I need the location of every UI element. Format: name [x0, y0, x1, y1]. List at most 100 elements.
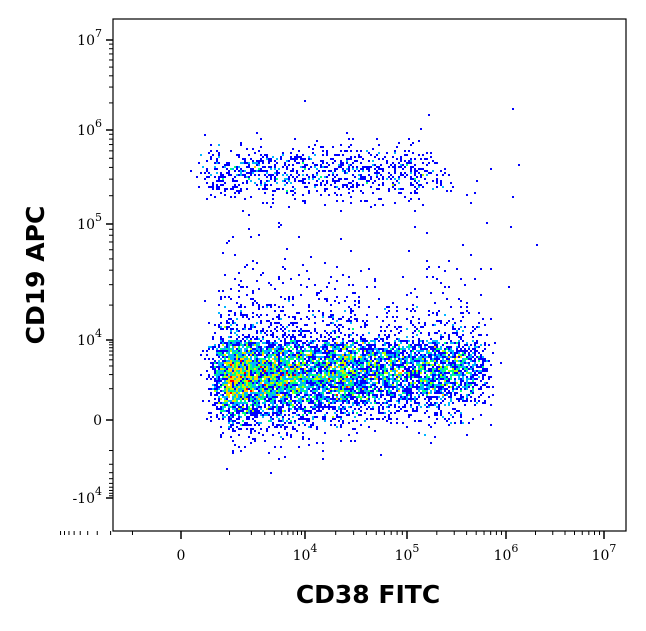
- event-point: [238, 408, 240, 410]
- event-point: [332, 406, 334, 408]
- event-point: [326, 366, 328, 368]
- event-point: [288, 342, 290, 344]
- event-point: [234, 192, 236, 194]
- event-point: [360, 398, 362, 400]
- event-point: [268, 174, 270, 176]
- event-point: [420, 158, 422, 160]
- event-point: [366, 388, 368, 390]
- event-point: [216, 354, 218, 356]
- event-point: [322, 398, 324, 400]
- event-point: [258, 188, 260, 190]
- event-point: [280, 386, 282, 388]
- event-point: [284, 364, 286, 366]
- event-point: [350, 440, 352, 442]
- event-point: [448, 320, 450, 322]
- event-point: [248, 388, 250, 390]
- event-point: [232, 186, 234, 188]
- event-point: [408, 162, 410, 164]
- event-point: [330, 402, 332, 404]
- event-point: [302, 396, 304, 398]
- event-point: [364, 374, 366, 376]
- event-point: [426, 350, 428, 352]
- event-point: [246, 402, 248, 404]
- event-point: [286, 396, 288, 398]
- event-point: [244, 348, 246, 350]
- event-point: [430, 152, 432, 154]
- event-point: [316, 396, 318, 398]
- event-point: [244, 170, 246, 172]
- event-point: [386, 402, 388, 404]
- event-point: [424, 380, 426, 382]
- event-point: [262, 330, 264, 332]
- event-point: [230, 406, 232, 408]
- event-point: [250, 346, 252, 348]
- event-point: [200, 172, 202, 174]
- event-point: [264, 188, 266, 190]
- event-point: [334, 370, 336, 372]
- event-point: [266, 388, 268, 390]
- event-point: [354, 304, 356, 306]
- event-point: [442, 400, 444, 402]
- event-point: [416, 392, 418, 394]
- event-point: [380, 394, 382, 396]
- event-point: [284, 384, 286, 386]
- event-point: [404, 376, 406, 378]
- event-point: [380, 352, 382, 354]
- event-point: [410, 414, 412, 416]
- event-point: [426, 410, 428, 412]
- event-point: [260, 390, 262, 392]
- event-point: [228, 322, 230, 324]
- event-point: [414, 192, 416, 194]
- event-point: [390, 364, 392, 366]
- event-point: [236, 318, 238, 320]
- event-point: [432, 324, 434, 326]
- event-point: [262, 306, 264, 308]
- event-point: [358, 414, 360, 416]
- event-point: [330, 304, 332, 306]
- event-point: [330, 336, 332, 338]
- event-point: [312, 346, 314, 348]
- event-point: [346, 172, 348, 174]
- event-point: [334, 376, 336, 378]
- event-point: [252, 390, 254, 392]
- event-point: [312, 386, 314, 388]
- event-point: [442, 370, 444, 372]
- event-point: [356, 384, 358, 386]
- event-point: [338, 336, 340, 338]
- event-point: [450, 342, 452, 344]
- event-point: [388, 188, 390, 190]
- event-point: [442, 386, 444, 388]
- event-point: [360, 372, 362, 374]
- event-point: [242, 390, 244, 392]
- event-point: [452, 382, 454, 384]
- event-point: [268, 354, 270, 356]
- event-point: [364, 350, 366, 352]
- event-point: [476, 340, 478, 342]
- event-point: [408, 160, 410, 162]
- event-point: [234, 392, 236, 394]
- event-point: [294, 340, 296, 342]
- event-point: [230, 288, 232, 290]
- event-point: [426, 382, 428, 384]
- event-point: [342, 420, 344, 422]
- event-point: [386, 356, 388, 358]
- event-point: [310, 406, 312, 408]
- event-point: [270, 374, 272, 376]
- event-point: [400, 394, 402, 396]
- event-point: [466, 388, 468, 390]
- event-point: [250, 376, 252, 378]
- event-point: [468, 362, 470, 364]
- event-point: [350, 386, 352, 388]
- event-point: [248, 374, 250, 376]
- event-point: [330, 346, 332, 348]
- event-point: [368, 174, 370, 176]
- event-point: [278, 350, 280, 352]
- event-point: [350, 392, 352, 394]
- event-point: [462, 422, 464, 424]
- event-point: [376, 170, 378, 172]
- event-point: [220, 390, 222, 392]
- event-point: [440, 386, 442, 388]
- event-point: [370, 346, 372, 348]
- event-point: [220, 350, 222, 352]
- event-point: [346, 350, 348, 352]
